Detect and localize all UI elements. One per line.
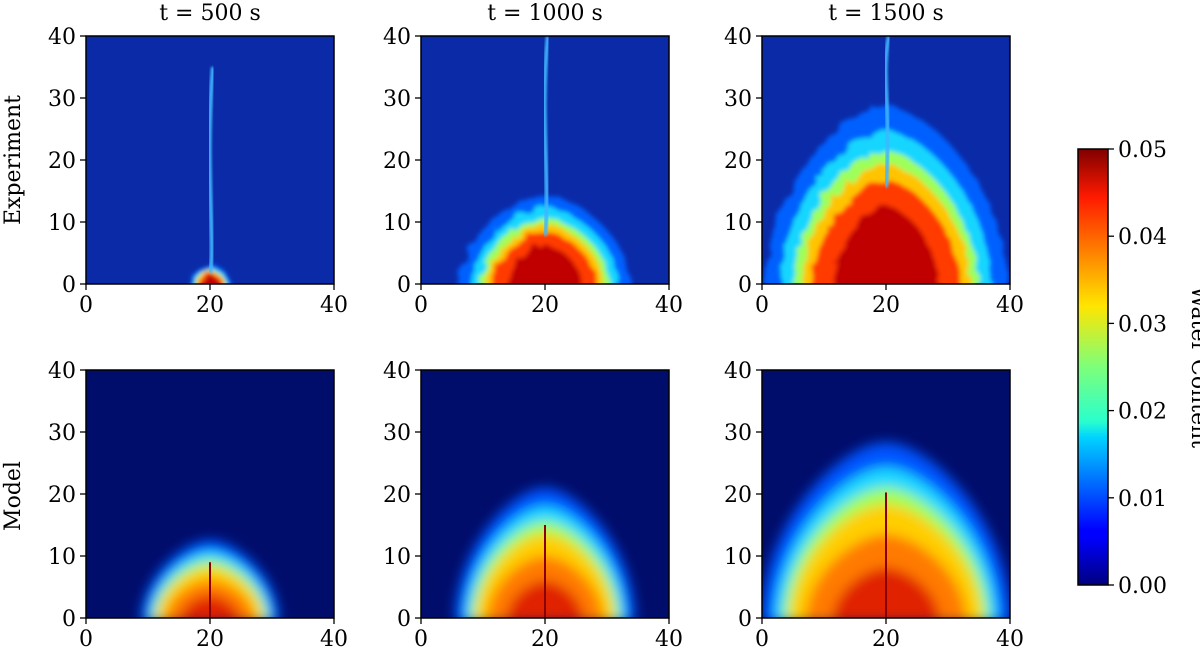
panel-experiment-2: 0 20 40 0 10 20 30 40 — [383, 25, 683, 318]
colorbar-tick-label: 0.01 — [1118, 487, 1167, 512]
y-tick-label: 30 — [48, 421, 76, 446]
colorbar: 0.00 0.01 0.02 0.03 0.04 0.05 Water Content — [1077, 138, 1200, 599]
y-tick-label: 30 — [383, 421, 411, 446]
y-tick-label: 0 — [397, 607, 411, 632]
y-tick-label: 10 — [48, 211, 76, 236]
plume-layer — [508, 245, 582, 284]
y-tick-label: 20 — [48, 149, 76, 174]
y-tick-label: 30 — [383, 87, 411, 112]
flow-finger — [207, 66, 215, 274]
y-tick-label: 20 — [48, 483, 76, 508]
x-tick-label: 0 — [414, 293, 428, 318]
colorbar-ticks: 0.00 0.01 0.02 0.03 0.04 0.05 — [1108, 138, 1167, 599]
x-tick-label: 40 — [996, 293, 1024, 318]
y-tick-label: 0 — [62, 273, 76, 298]
y-tick-label: 30 — [724, 421, 752, 446]
y-tick-label: 10 — [48, 545, 76, 570]
y-tick-label: 20 — [724, 483, 752, 508]
x-tick-label: 20 — [531, 627, 559, 652]
x-tick-label: 40 — [320, 627, 348, 652]
panel-experiment-3: 0 20 40 0 10 20 30 40 — [724, 25, 1024, 318]
panel-model-1: 0 20 40 0 10 20 30 40 — [48, 359, 348, 652]
y-tick-label: 40 — [383, 25, 411, 50]
panels-group: 0 20 40 0 10 20 30 40 0 20 40 0 10 20 30 40 0 20 40 0 10 20 30… — [48, 25, 1024, 652]
y-tick-label: 40 — [724, 25, 752, 50]
y-tick-label: 40 — [724, 359, 752, 384]
x-tick-label: 0 — [755, 293, 769, 318]
column-title-3: t = 1500 s — [828, 1, 944, 26]
colorbar-tick-label: 0.00 — [1118, 574, 1167, 599]
y-tick-label: 30 — [48, 87, 76, 112]
x-tick-label: 0 — [414, 627, 428, 652]
panel-experiment-1: 0 20 40 0 10 20 30 40 — [48, 25, 348, 318]
y-tick-label: 20 — [383, 483, 411, 508]
x-tick-label: 0 — [79, 293, 93, 318]
x-tick-label: 40 — [996, 627, 1024, 652]
x-tick-label: 0 — [79, 627, 93, 652]
x-tick-label: 20 — [196, 627, 224, 652]
colorbar-gradient — [1077, 148, 1109, 586]
colorbar-tick-label: 0.02 — [1118, 400, 1167, 425]
x-tick-label: 20 — [531, 293, 559, 318]
y-tick-label: 10 — [383, 545, 411, 570]
x-tick-label: 0 — [755, 627, 769, 652]
colorbar-tick-label: 0.05 — [1118, 138, 1167, 163]
x-tick-label: 20 — [872, 627, 900, 652]
y-tick-label: 10 — [724, 211, 752, 236]
colorbar-label: Water Content — [1186, 286, 1200, 448]
y-tick-label: 0 — [738, 273, 752, 298]
colorbar-tick-label: 0.03 — [1118, 312, 1167, 337]
y-tick-label: 10 — [383, 211, 411, 236]
row-label-experiment: Experiment — [1, 95, 26, 225]
x-tick-label: 20 — [196, 293, 224, 318]
y-tick-label: 0 — [738, 607, 752, 632]
panel-model-2: 0 20 40 0 10 20 30 40 — [383, 359, 683, 652]
y-tick-label: 20 — [724, 149, 752, 174]
flow-finger — [542, 36, 550, 236]
y-tick-label: 20 — [383, 149, 411, 174]
y-tick-label: 40 — [48, 359, 76, 384]
x-tick-label: 40 — [320, 293, 348, 318]
plume-layer — [833, 206, 939, 284]
row-label-model: Model — [1, 461, 26, 531]
y-tick-label: 40 — [48, 25, 76, 50]
y-tick-label: 0 — [62, 607, 76, 632]
y-tick-label: 30 — [724, 87, 752, 112]
x-tick-label: 40 — [655, 627, 683, 652]
y-tick-label: 40 — [383, 359, 411, 384]
column-title-2: t = 1000 s — [487, 1, 603, 26]
y-tick-label: 10 — [724, 545, 752, 570]
column-title-1: t = 500 s — [159, 1, 261, 26]
plume-layer — [201, 275, 219, 284]
panel-model-3: 0 20 40 0 10 20 30 40 — [724, 359, 1024, 652]
x-tick-label: 20 — [872, 293, 900, 318]
x-tick-label: 40 — [655, 293, 683, 318]
y-tick-label: 0 — [397, 273, 411, 298]
colorbar-tick-label: 0.04 — [1118, 225, 1167, 250]
flow-finger — [883, 36, 891, 188]
